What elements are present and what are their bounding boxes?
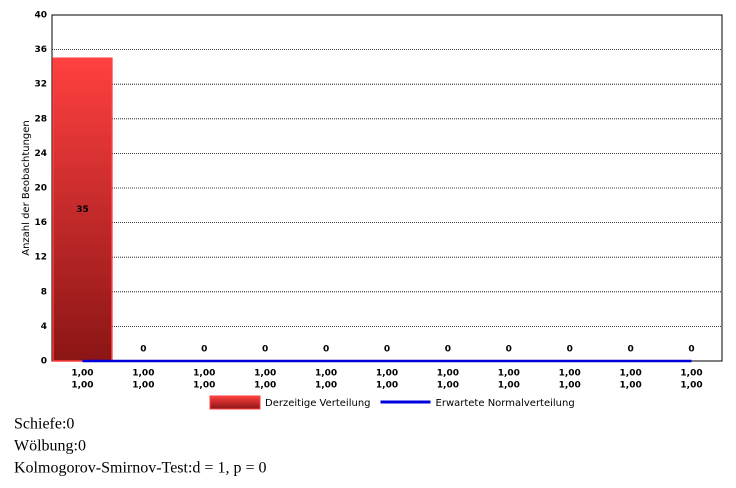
bar-value-label: 0 xyxy=(262,345,268,355)
x-tick-label: 1,00 xyxy=(620,369,642,379)
y-tick-label: 16 xyxy=(34,218,47,228)
legend-label: Derzeitige Verteilung xyxy=(265,398,371,409)
x-tick-label: 1,00 xyxy=(498,369,520,379)
x-tick-label: 1,00 xyxy=(437,369,459,379)
x-tick-label: 1,00 xyxy=(376,381,398,391)
x-tick-label: 1,00 xyxy=(559,369,581,379)
legend-swatch xyxy=(209,395,261,410)
y-tick-label: 40 xyxy=(34,11,47,21)
bar-value-label: 0 xyxy=(567,345,573,355)
x-tick-label: 1,00 xyxy=(680,381,702,391)
y-axis-label: Anzahl der Beobachtungen xyxy=(21,120,32,256)
x-tick-label: 1,00 xyxy=(254,369,276,379)
y-tick-label: 12 xyxy=(34,253,47,263)
x-tick-label: 1,00 xyxy=(132,381,154,391)
x-tick-label: 1,00 xyxy=(315,381,337,391)
x-tick-label: 1,00 xyxy=(498,381,520,391)
x-tick-label: 1,00 xyxy=(376,369,398,379)
y-tick-label: 32 xyxy=(34,80,47,90)
x-tick-label: 1,00 xyxy=(193,381,215,391)
legend-label: Erwartete Normalverteilung xyxy=(436,398,575,409)
x-tick-label: 1,00 xyxy=(193,369,215,379)
note: Schiefe:0 xyxy=(14,416,74,433)
y-tick-label: 20 xyxy=(34,184,47,194)
bar-value-label: 0 xyxy=(688,345,694,355)
x-tick-label: 1,00 xyxy=(559,381,581,391)
bar-value-label: 0 xyxy=(384,345,390,355)
y-tick-label: 36 xyxy=(34,45,47,55)
x-tick-label: 1,00 xyxy=(680,369,702,379)
bar-value-label: 0 xyxy=(323,345,329,355)
y-tick-label: 0 xyxy=(41,357,47,367)
bar-value-label: 0 xyxy=(201,345,207,355)
x-tick-label: 1,00 xyxy=(254,381,276,391)
bar-value-label: 0 xyxy=(628,345,634,355)
x-tick-label: 1,00 xyxy=(132,369,154,379)
x-tick-label: 1,00 xyxy=(71,369,93,379)
y-tick-label: 4 xyxy=(41,322,47,332)
y-tick-label: 28 xyxy=(34,114,47,124)
x-tick-label: 1,00 xyxy=(71,381,93,391)
y-tick-label: 24 xyxy=(34,149,47,159)
note: Wölbung:0 xyxy=(14,438,86,455)
bar xyxy=(52,57,113,362)
bar-value-label: 0 xyxy=(506,345,512,355)
note: Kolmogorov-Smirnov-Test:d = 1, p = 0 xyxy=(14,460,266,477)
x-tick-label: 1,00 xyxy=(437,381,459,391)
bar-value-label: 0 xyxy=(140,345,146,355)
bar-value-label: 35 xyxy=(76,205,89,215)
x-tick-label: 1,00 xyxy=(315,369,337,379)
x-tick-label: 1,00 xyxy=(620,381,642,391)
bar-value-label: 0 xyxy=(445,345,451,355)
y-tick-label: 8 xyxy=(41,287,47,297)
